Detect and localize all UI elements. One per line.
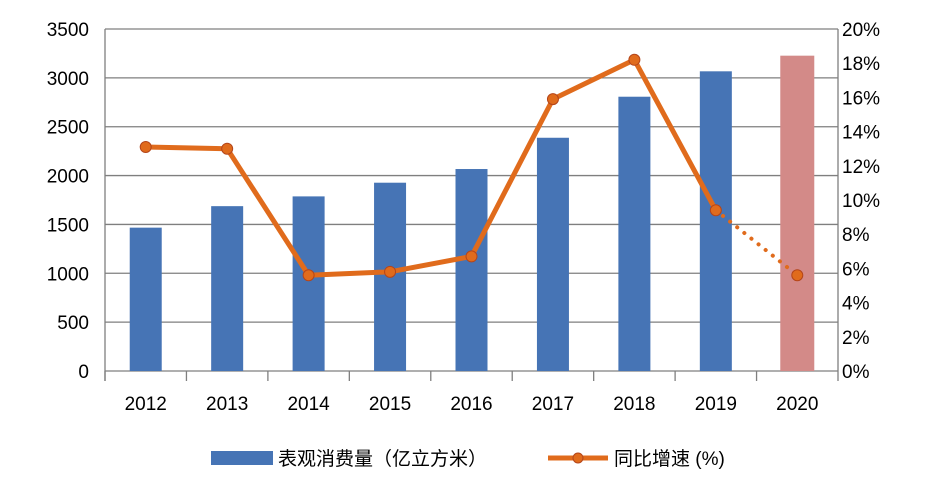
marker-2017 xyxy=(546,93,559,106)
legend: 表观消费量（亿立方米） 同比增速 (%) xyxy=(211,448,725,470)
right-tick-label: 2% xyxy=(842,328,870,349)
marker-2019 xyxy=(709,204,722,217)
right-tick-label: 16% xyxy=(842,88,880,109)
right-tick-label: 18% xyxy=(842,54,880,75)
right-tick-label: 14% xyxy=(842,123,880,144)
left-tick-label: 2500 xyxy=(47,118,89,139)
bar-2017 xyxy=(536,137,569,371)
marker-2020 xyxy=(791,269,804,282)
marker-2018 xyxy=(628,53,641,66)
x-tick-label: 2016 xyxy=(450,394,492,415)
x-tick-label: 2015 xyxy=(369,394,411,415)
right-tick-label: 0% xyxy=(842,362,870,383)
marker-2012 xyxy=(139,140,152,153)
bars xyxy=(129,55,815,372)
x-tick-label: 2018 xyxy=(613,394,655,415)
left-tick-label: 1500 xyxy=(47,215,89,236)
left-tick-label: 2000 xyxy=(47,167,89,188)
bar-2020 xyxy=(780,55,815,372)
x-tick-label: 2014 xyxy=(287,394,330,415)
bar-2012 xyxy=(129,227,162,371)
axes: 0 500 1000 1500 2000 2500 3000 3500 0% 2% 4% 6% 8% 10… xyxy=(47,20,880,415)
legend-swatch-marker xyxy=(572,452,584,464)
bar-2019 xyxy=(699,71,732,371)
marker-2013 xyxy=(221,142,234,155)
left-tick-label: 500 xyxy=(57,313,89,334)
marker-2014 xyxy=(302,269,315,282)
right-tick-label: 10% xyxy=(842,191,880,212)
growth-line xyxy=(139,53,804,282)
right-tick-label: 6% xyxy=(842,259,870,280)
line-solid xyxy=(145,57,719,278)
legend-label-line: 同比增速 (%) xyxy=(614,448,725,470)
left-tick-label: 0 xyxy=(78,362,89,383)
bar-2014 xyxy=(292,196,325,371)
bar-2018 xyxy=(618,96,651,371)
right-tick-label: 4% xyxy=(842,294,870,315)
x-tick-label: 2012 xyxy=(125,394,167,415)
right-tick-label: 20% xyxy=(842,20,880,41)
left-tick-label: 3000 xyxy=(47,69,89,90)
line-dotted xyxy=(713,208,800,278)
x-tick-label: 2019 xyxy=(695,394,737,415)
marker-2015 xyxy=(384,265,397,278)
bar-2013 xyxy=(211,206,244,371)
x-tick-label: 2017 xyxy=(532,394,574,415)
right-tick-label: 12% xyxy=(842,157,880,178)
right-tick-label: 8% xyxy=(842,225,870,246)
marker-2016 xyxy=(465,250,478,263)
left-tick-label: 1000 xyxy=(47,264,89,285)
bar-2016 xyxy=(455,169,488,371)
legend-swatch-bar xyxy=(211,451,273,465)
legend-label-bar: 表观消费量（亿立方米） xyxy=(278,448,487,470)
left-tick-label: 3500 xyxy=(47,20,89,41)
x-tick-label: 2020 xyxy=(776,394,818,415)
x-tick-label: 2013 xyxy=(206,394,248,415)
